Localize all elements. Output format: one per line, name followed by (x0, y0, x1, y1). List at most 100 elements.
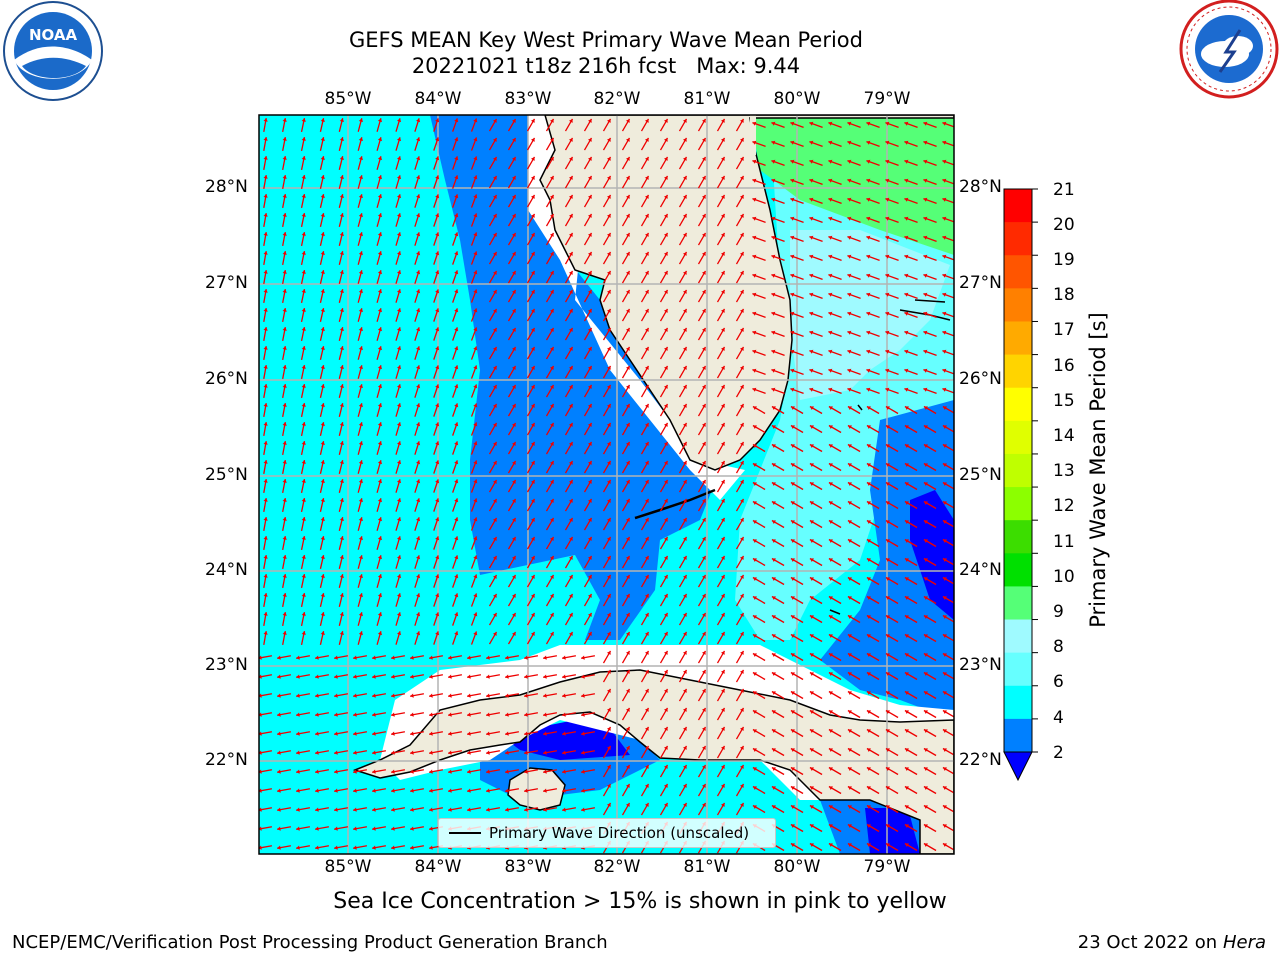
wave-arrow-head (587, 631, 592, 636)
wave-arrow-head (942, 406, 947, 411)
wave-arrow-head (377, 270, 383, 275)
wave-arrow-head (720, 555, 725, 560)
colorbar-extend-low (1003, 751, 1033, 782)
wave-arrow-head (391, 693, 395, 698)
wave-arrow-head (377, 422, 383, 427)
wave-arrow-head (606, 384, 611, 389)
wave-arrow-head (790, 178, 795, 183)
wave-arrow-head (866, 615, 871, 620)
wave-arrow-head (809, 425, 814, 430)
wave-field-below-2-south (865, 808, 920, 854)
wave-arrow-head (396, 346, 402, 351)
wave-arrow-head (847, 539, 852, 544)
wave-arrow-head (809, 311, 814, 316)
wave-arrow-head (904, 178, 909, 183)
wave-arrow-head (809, 197, 814, 202)
wave-arrow-head (486, 674, 490, 679)
wave-arrow-head (396, 460, 402, 465)
wave-arrow-head (701, 194, 706, 199)
wave-arrow-head (505, 655, 509, 660)
wave-arrow-head (410, 826, 414, 831)
wave-arrow-head (663, 802, 668, 807)
wave-arrow-head (454, 498, 459, 503)
wave-arrow-head (847, 729, 852, 734)
wave-arrow-head (847, 786, 852, 791)
wave-arrow-head (606, 327, 611, 332)
wave-arrow-head (467, 750, 471, 755)
wave-arrow-head (752, 767, 757, 772)
wave-arrow-head (301, 365, 306, 369)
wave-arrow-head (625, 707, 630, 712)
wave-arrow-head (866, 653, 871, 658)
wave-arrow-head (581, 731, 585, 736)
wave-arrow-head (904, 710, 909, 715)
wave-arrow-head (701, 612, 706, 617)
wave-arrow-head (942, 767, 947, 772)
wave-arrow-head (282, 118, 287, 122)
wave-arrow-head (416, 365, 421, 370)
wave-arrow-head (587, 270, 592, 275)
wave-arrow-head (847, 672, 852, 677)
wave-arrow-head (885, 349, 890, 354)
wave-arrow-head (524, 655, 528, 660)
wave-arrow-head (923, 482, 928, 487)
wave-arrow-head (682, 384, 687, 389)
sea-ice-note: Sea Ice Concentration > 15% is shown in … (333, 889, 947, 914)
wave-arrow-head (416, 156, 421, 161)
wave-arrow-head (923, 254, 928, 259)
wave-arrow-head (334, 807, 338, 812)
wave-arrow-head (301, 631, 306, 635)
colorbar-tick-label: 12 (1053, 496, 1075, 516)
wave-arrow-head (682, 593, 687, 598)
wave-arrow-head (866, 216, 871, 221)
wave-arrow-head (562, 750, 566, 755)
wave-arrow-head (492, 156, 497, 161)
wave-arrow-head (587, 460, 592, 465)
wave-arrow-head (790, 767, 795, 772)
wave-arrow-head (828, 330, 833, 335)
wave-arrow-head (644, 555, 649, 560)
wave-arrow-head (644, 422, 649, 427)
wave-arrow-head (739, 194, 744, 199)
wave-arrow-head (511, 346, 516, 351)
wave-arrow-head (416, 498, 421, 503)
wave-arrow-head (492, 232, 497, 237)
wave-arrow-head (644, 745, 649, 750)
wave-arrow-head (549, 593, 554, 598)
wave-arrow-head (562, 712, 566, 717)
wave-arrow-head (644, 783, 649, 788)
lat-label-left: 26°N (205, 369, 248, 389)
wave-arrow-head (809, 330, 814, 335)
lon-label-top: 83°W (504, 89, 552, 109)
wave-arrow-head (739, 726, 744, 731)
wave-arrow-head (263, 536, 268, 540)
wave-arrow-head (809, 482, 814, 487)
lat-label-left: 24°N (205, 560, 248, 580)
wave-arrow-head (771, 406, 776, 411)
wave-arrow-head (828, 121, 833, 126)
wave-arrow-head (942, 273, 947, 278)
wave-arrow-head (511, 555, 516, 560)
wave-arrow-head (720, 745, 725, 750)
wave-arrow-head (315, 731, 319, 736)
wave-arrow-head (752, 159, 757, 164)
lon-label-top: 79°W (863, 89, 911, 109)
wave-arrow-head (885, 748, 890, 753)
lat-label-left: 27°N (205, 273, 248, 293)
wave-arrow-head (606, 612, 611, 617)
wave-arrow-head (301, 118, 306, 122)
wave-arrow-head (644, 517, 649, 522)
wave-arrow-head (416, 327, 421, 332)
wave-arrow-head (467, 769, 471, 774)
colorbar-tick-label: 18 (1053, 285, 1075, 305)
wave-arrow-head (923, 387, 928, 392)
wave-arrow-head (339, 156, 344, 160)
map-area (259, 115, 954, 854)
wave-arrow-head (530, 403, 535, 408)
wave-arrow-head (923, 805, 928, 810)
wave-arrow-head (562, 693, 566, 698)
wave-arrow-head (752, 425, 757, 430)
wave-arrow-head (358, 365, 363, 370)
wave-arrow-head (435, 612, 440, 617)
wave-arrow-head (377, 403, 383, 408)
